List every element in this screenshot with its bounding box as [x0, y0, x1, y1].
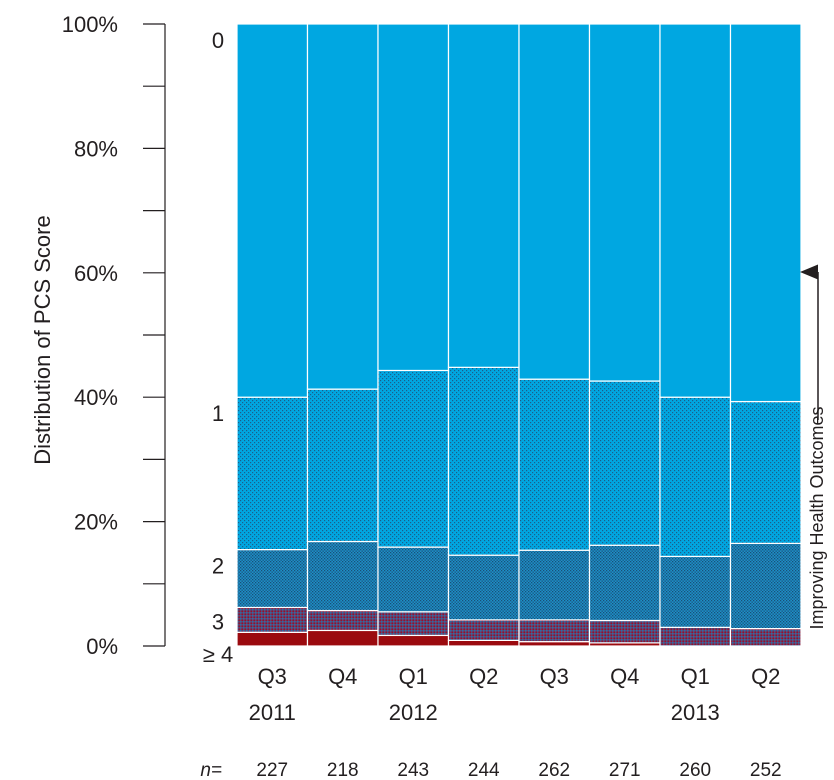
bar-segment: [236, 396, 309, 551]
bar-segment: [659, 396, 732, 558]
year-label: 2013: [671, 700, 720, 725]
quarter-label: Q3: [540, 664, 569, 689]
quarter-label: Q4: [610, 664, 639, 689]
bar-segment: [377, 369, 450, 548]
bar-segment: [236, 606, 309, 633]
bar-segment: [306, 629, 379, 647]
bar-segment: [236, 548, 309, 609]
bar-segment: [659, 23, 732, 398]
sample-size-value: 243: [397, 760, 429, 780]
bar-segment: [588, 619, 661, 644]
bar-segment: [588, 23, 661, 382]
improving-outcomes-indicator: Improving Health Outcomes: [800, 264, 827, 630]
bar-segment: [518, 23, 591, 380]
bar-segment: [306, 388, 379, 543]
bar-segment: [447, 639, 520, 647]
sample-size-value: 252: [750, 760, 782, 780]
bar-segment: [588, 380, 661, 546]
bar-segment: [306, 609, 379, 632]
score-level-label: 2: [212, 554, 224, 579]
sample-size-value: 262: [538, 760, 570, 780]
bars: [236, 23, 802, 647]
bar-segment: [518, 641, 591, 647]
bar-segment: [729, 627, 802, 647]
quarter-label: Q2: [751, 664, 780, 689]
bar-segment: [306, 540, 379, 612]
bar-segment: [377, 23, 450, 372]
bar-segment: [236, 23, 309, 398]
x-axis-labels: Q3 2011 Q4 Q1 2012 Q2 Q3 Q4 Q1 2013 Q2: [249, 664, 781, 725]
side-note-text: Improving Health Outcomes: [807, 406, 827, 629]
score-level-label: 0: [212, 28, 224, 53]
sample-size-value: 244: [468, 760, 500, 780]
bar-segment: [377, 611, 450, 637]
quarter-label: Q1: [399, 664, 428, 689]
bar-segment: [659, 555, 732, 628]
sample-size-value: 227: [256, 760, 288, 780]
sample-size-value: 218: [327, 760, 359, 780]
bar-segment: [518, 378, 591, 551]
bar-segment: [729, 400, 802, 544]
quarter-label: Q3: [258, 664, 287, 689]
sample-size-value: 260: [679, 760, 711, 780]
year-label: 2011: [249, 700, 296, 725]
bar-segment: [518, 549, 591, 621]
bar-segment: [447, 554, 520, 621]
sample-size-value: 271: [609, 760, 641, 780]
y-axis: 0% 20% 40% 60% 80% 100%: [62, 12, 166, 659]
bar-segment: [377, 634, 450, 647]
y-tick-label: 40%: [74, 385, 118, 410]
y-axis-label: Distribution of PCS Score: [30, 215, 55, 464]
level-labels: ≥ 4 3 2 1 0: [203, 28, 233, 667]
bar-segment: [236, 631, 309, 647]
year-label: 2012: [389, 700, 438, 725]
bar-segment: [447, 23, 520, 368]
bar-segment: [518, 619, 591, 643]
bar-segment: [729, 542, 802, 630]
bar-segment: [659, 626, 732, 647]
quarter-label: Q1: [681, 664, 710, 689]
sample-size-row: n= 227 218 243 244 262 271 260 252: [200, 760, 781, 780]
y-tick-label: 100%: [62, 12, 118, 37]
score-level-label: 1: [212, 401, 224, 426]
bar-segment: [729, 23, 802, 403]
quarter-label: Q4: [328, 664, 357, 689]
y-tick-label: 20%: [74, 510, 118, 535]
bar-segment: [377, 546, 450, 613]
score-level-label: 3: [212, 609, 224, 634]
y-tick-label: 0%: [86, 634, 118, 659]
bar-segment: [588, 544, 661, 622]
quarter-label: Q2: [469, 664, 498, 689]
y-tick-label: 60%: [74, 261, 118, 286]
bar-segment: [447, 366, 520, 556]
bar-segment: [447, 619, 520, 642]
n-prefix-label: n=: [200, 760, 222, 780]
score-level-label: ≥ 4: [203, 642, 233, 667]
y-tick-label: 80%: [74, 136, 118, 161]
bar-segment: [306, 23, 379, 390]
